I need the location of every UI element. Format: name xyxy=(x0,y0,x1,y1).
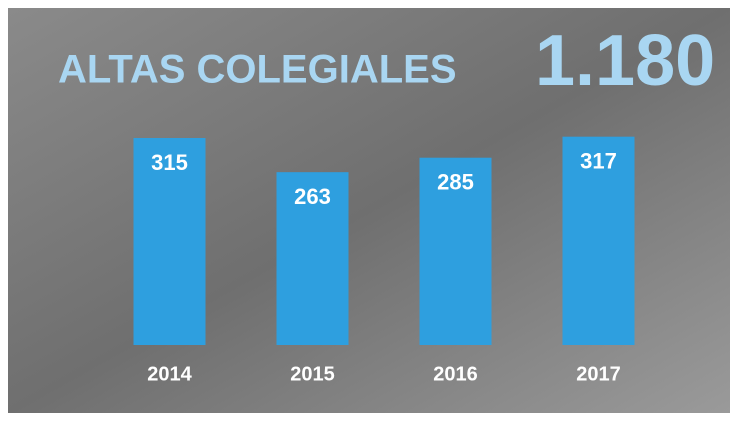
bar xyxy=(419,157,492,345)
data-label: 315 xyxy=(151,150,188,175)
data-label: 263 xyxy=(294,184,331,209)
x-tick-label: 2014 xyxy=(147,363,192,385)
data-label: 285 xyxy=(437,170,474,195)
bar xyxy=(133,138,206,345)
x-tick-label: 2015 xyxy=(290,363,335,385)
data-label: 317 xyxy=(580,148,617,173)
bar xyxy=(276,172,349,345)
headline-value: 1.180 xyxy=(535,21,715,101)
x-tick-label: 2017 xyxy=(576,363,621,385)
chart-title: ALTAS COLEGIALES xyxy=(58,48,457,92)
bar xyxy=(562,136,635,345)
x-tick-label: 2016 xyxy=(433,363,478,385)
